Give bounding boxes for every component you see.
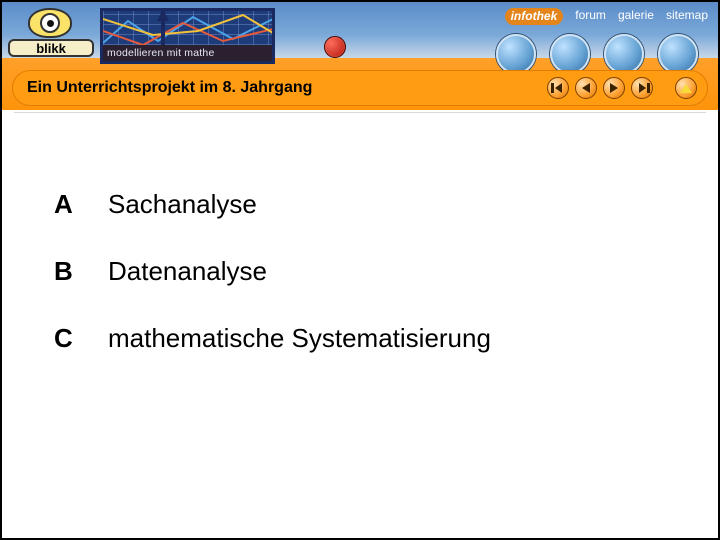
globe-icon[interactable] [658,34,698,74]
toc-letter: B [54,238,108,305]
brand-logo[interactable]: blikk [8,6,93,61]
toc-label: mathematische Systematisierung [108,305,666,372]
pager [547,77,697,99]
top-nav: infothek forum galerie sitemap [505,8,708,25]
header: blikk modellieren mit mathe infothek for… [2,2,718,110]
brand-name: blikk [8,39,94,57]
globe-row [496,34,698,74]
graph-caption: modellieren mit mathe [103,45,272,61]
nav-galerie[interactable]: galerie [618,8,654,25]
toc-row[interactable]: Cmathematische Systematisierung [54,305,666,372]
globe-icon[interactable] [604,34,644,74]
info-icon[interactable] [324,36,346,58]
up-button[interactable] [675,77,697,99]
toc-letter: A [54,171,108,238]
globe-icon[interactable] [550,34,590,74]
toc-label: Sachanalyse [108,171,666,238]
first-button[interactable] [547,77,569,99]
content-area: ASachanalyseBDatenanalyseCmathematische … [14,112,706,526]
nav-infothek[interactable]: infothek [505,8,564,25]
graph-grid-icon [103,11,272,45]
toc-label: Datenanalyse [108,238,666,305]
next-button[interactable] [603,77,625,99]
last-button[interactable] [631,77,653,99]
toc-letter: C [54,305,108,372]
title-bar: Ein Unterrichtsprojekt im 8. Jahrgang [12,70,708,106]
toc-table: ASachanalyseBDatenanalyseCmathematische … [54,171,666,372]
globe-icon[interactable] [496,34,536,74]
page-title: Ein Unterrichtsprojekt im 8. Jahrgang [27,79,312,97]
toc-row[interactable]: BDatenanalyse [54,238,666,305]
prev-button[interactable] [575,77,597,99]
nav-forum[interactable]: forum [575,8,606,25]
graph-banner[interactable]: modellieren mit mathe [100,8,275,64]
toc-row[interactable]: ASachanalyse [54,171,666,238]
nav-sitemap[interactable]: sitemap [666,8,708,25]
eye-icon [28,8,72,38]
